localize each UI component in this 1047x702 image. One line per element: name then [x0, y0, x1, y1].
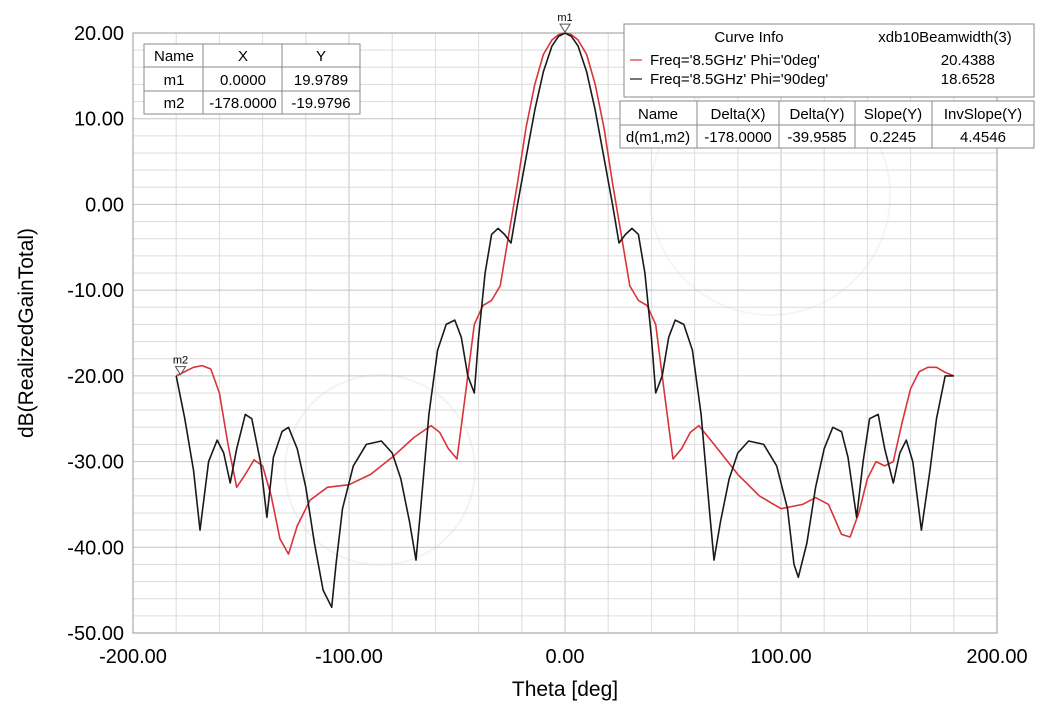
y-tick-label: -50.00	[67, 623, 124, 645]
marker-table-header-x: X	[238, 48, 248, 65]
marker-m1-triangle[interactable]	[559, 23, 571, 34]
legend-value-phi90: 18.6528	[941, 71, 995, 88]
curve-info-metric-header: xdb10Beamwidth(3)	[878, 29, 1011, 46]
marker-table-cell: -178.0000	[209, 95, 277, 112]
legend-entry-phi0: Freq='8.5GHz' Phi='0deg'	[650, 52, 820, 69]
delta-header: Delta(Y)	[789, 106, 844, 123]
y-tick-label: -10.00	[67, 280, 124, 302]
x-axis-title: Theta [deg]	[512, 678, 618, 701]
delta-table[interactable]: Name Delta(X) Delta(Y) Slope(Y) InvSlope…	[619, 100, 1035, 149]
x-tick-label: -200.00	[99, 646, 167, 668]
marker-table[interactable]: Name X Y m1 0.0000 19.9789 m2 -178.0000 …	[143, 43, 361, 115]
x-tick-label: 0.00	[546, 646, 585, 668]
delta-cell: -39.9585	[787, 129, 846, 146]
delta-cell: -178.0000	[704, 129, 772, 146]
y-tick-label: -30.00	[67, 452, 124, 474]
legend-value-phi0: 20.4388	[941, 52, 995, 69]
marker-table-cell: -19.9796	[291, 95, 350, 112]
marker-m1-label: m1	[557, 12, 572, 24]
curve-info-legend[interactable]: Curve Info xdb10Beamwidth(3) Freq='8.5GH…	[623, 23, 1035, 98]
curve-info-header: Curve Info	[714, 29, 783, 46]
y-tick-label: -20.00	[67, 366, 124, 388]
delta-cell: 0.2245	[870, 129, 916, 146]
delta-cell: d(m1,m2)	[626, 129, 690, 146]
x-tick-label: -100.00	[315, 646, 383, 668]
y-tick-label: 10.00	[74, 109, 124, 131]
marker-table-cell: m1	[164, 72, 185, 89]
delta-header: InvSlope(Y)	[944, 106, 1022, 123]
marker-m2-triangle[interactable]	[174, 366, 187, 376]
x-tick-label: 200.00	[966, 646, 1027, 668]
x-tick-label: 100.00	[750, 646, 811, 668]
marker-table-header-y: Y	[316, 48, 326, 65]
y-tick-label: -40.00	[67, 537, 124, 559]
markers-group: m1 m2	[173, 12, 573, 376]
y-tick-labels: 20.00 10.00 0.00 -10.00 -20.00 -30.00 -40.00 -5…	[67, 23, 124, 645]
delta-cell: 4.4546	[960, 129, 1006, 146]
y-tick-label: 20.00	[74, 23, 124, 45]
marker-m2-label: m2	[173, 355, 188, 367]
legend-entry-phi90: Freq='8.5GHz' Phi='90deg'	[650, 71, 828, 88]
marker-table-header-name: Name	[154, 48, 194, 65]
marker-table-cell: m2	[164, 95, 185, 112]
y-axis-title: dB(RealizedGainTotal)	[15, 228, 38, 438]
marker-table-cell: 19.9789	[294, 72, 348, 89]
marker-table-box	[143, 43, 361, 115]
curve-info-box	[623, 23, 1035, 98]
marker-table-cell: 0.0000	[220, 72, 266, 89]
y-tick-label: 0.00	[85, 194, 124, 216]
delta-header: Delta(X)	[710, 106, 765, 123]
delta-header: Name	[638, 106, 678, 123]
x-tick-labels: -200.00 -100.00 0.00 100.00 200.00	[99, 646, 1028, 668]
delta-header: Slope(Y)	[864, 106, 922, 123]
